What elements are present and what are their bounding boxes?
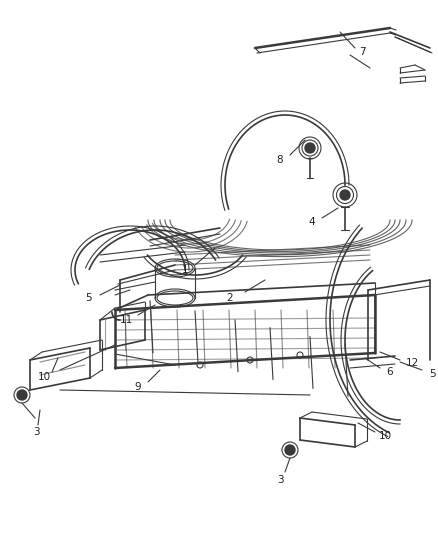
Text: 5: 5 [85,293,91,303]
Text: 12: 12 [406,358,419,368]
Text: 7: 7 [359,47,365,57]
Text: 3: 3 [33,427,39,437]
Text: 10: 10 [378,431,392,441]
Text: 6: 6 [387,367,393,377]
Circle shape [305,143,315,153]
Text: 3: 3 [277,475,283,485]
Text: 1: 1 [182,265,188,275]
Text: 8: 8 [277,155,283,165]
Text: 9: 9 [135,382,141,392]
Text: 4: 4 [309,217,315,227]
Circle shape [340,190,350,200]
Circle shape [285,445,295,455]
Text: 11: 11 [120,315,133,325]
Text: 5: 5 [429,369,435,379]
Text: 2: 2 [227,293,233,303]
Text: 10: 10 [37,372,50,382]
Circle shape [17,390,27,400]
